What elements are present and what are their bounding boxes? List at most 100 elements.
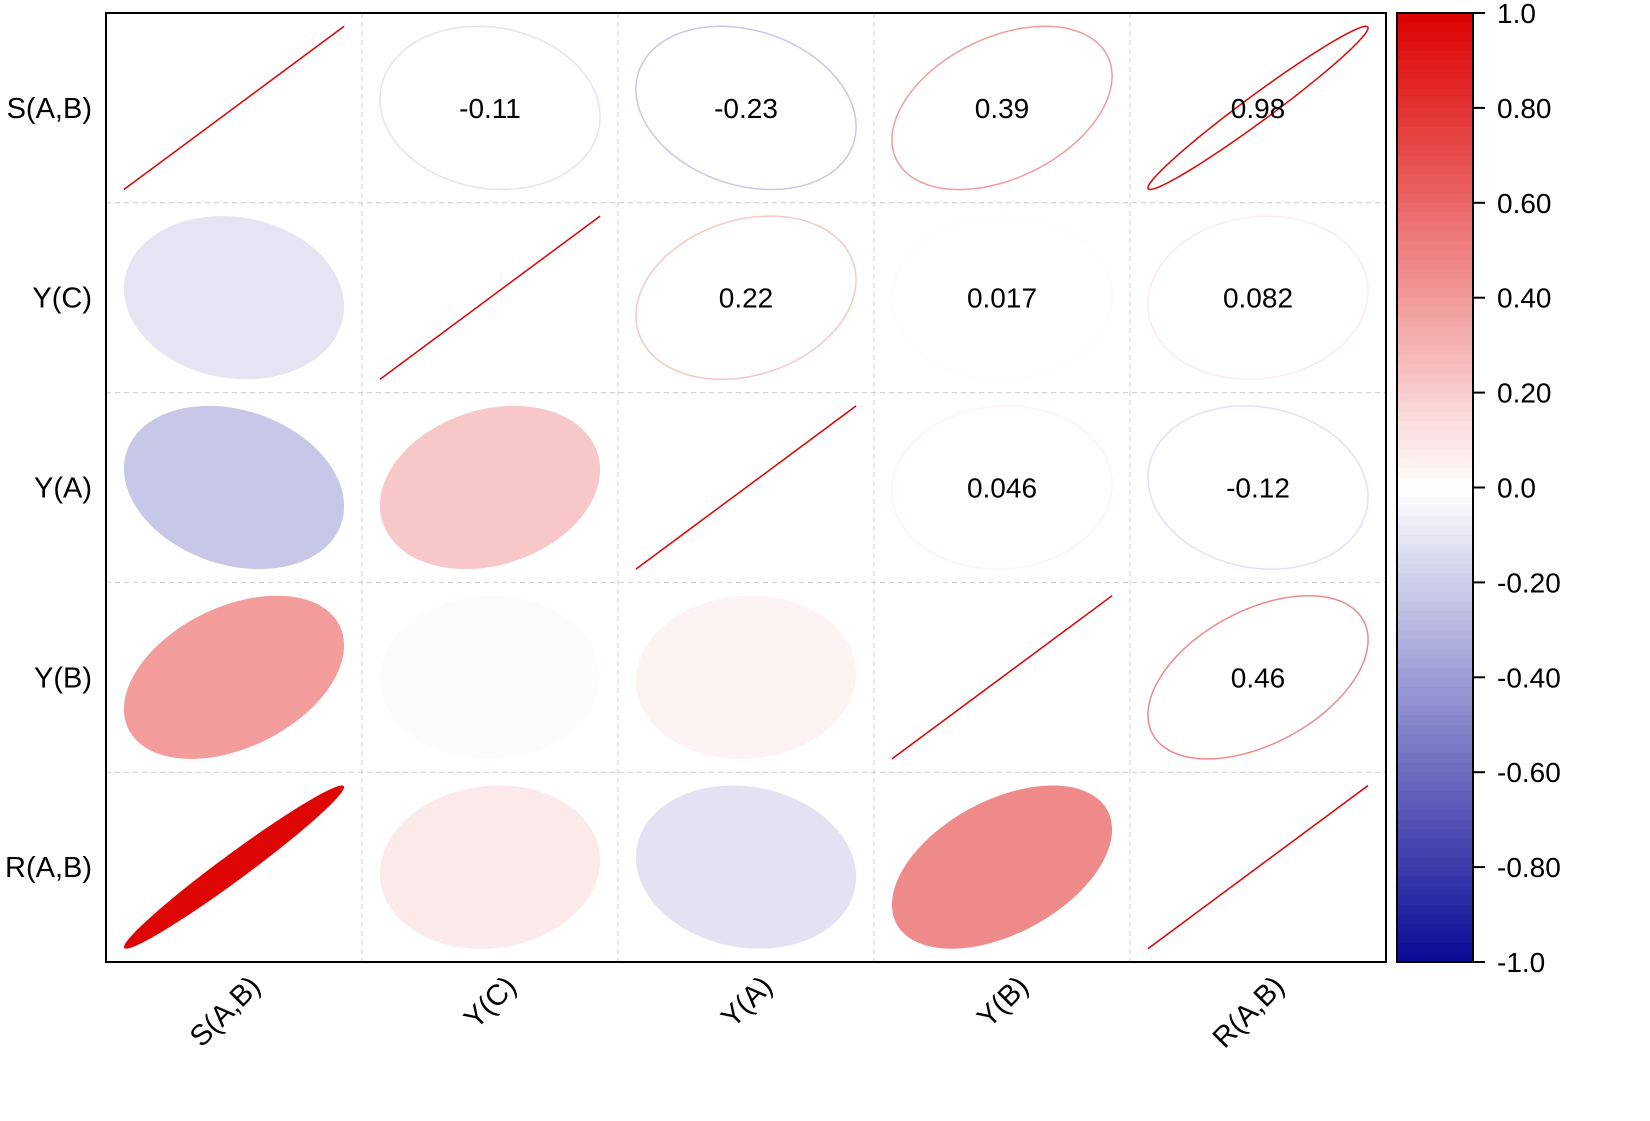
colorbar-tick-label: 1.0 bbox=[1497, 0, 1536, 29]
row-label: Y(C) bbox=[32, 283, 92, 315]
colorbar-segment bbox=[1397, 781, 1473, 792]
correlation-ellipse-outline bbox=[379, 25, 601, 191]
correlation-value-label: 0.046 bbox=[967, 473, 1037, 504]
row-label: R(A,B) bbox=[5, 852, 92, 884]
diagonal-line bbox=[635, 405, 857, 570]
colorbar-segment bbox=[1397, 791, 1473, 802]
colorbar-segment bbox=[1397, 800, 1473, 811]
colorbar-segment bbox=[1397, 696, 1473, 707]
grid-lines bbox=[106, 13, 1386, 962]
correlation-ellipse-outline bbox=[1147, 25, 1369, 191]
colorbar-segment bbox=[1397, 468, 1473, 479]
colorbar-segment bbox=[1397, 98, 1473, 109]
correlation-ellipse-outline bbox=[891, 215, 1113, 381]
colorbar-segment bbox=[1397, 259, 1473, 270]
correlation-ellipse-outline bbox=[635, 25, 857, 191]
colorbar-segment bbox=[1397, 430, 1473, 441]
colorbar-segment bbox=[1397, 459, 1473, 470]
colorbar-segment bbox=[1397, 591, 1473, 602]
correlation-value-label: 0.017 bbox=[967, 283, 1037, 314]
colorbar-segment bbox=[1397, 50, 1473, 62]
correlation-ellipse-filled bbox=[123, 216, 345, 380]
colorbar-segment bbox=[1397, 601, 1473, 612]
colorbar-segment bbox=[1397, 212, 1473, 223]
colorbar-segment bbox=[1397, 515, 1473, 527]
colorbar-tick-label: -0.40 bbox=[1497, 662, 1561, 693]
diagonal-line bbox=[123, 25, 345, 191]
correlation-value-label: 0.082 bbox=[1223, 283, 1293, 314]
colorbar-segment bbox=[1397, 174, 1473, 185]
colorbar-segment bbox=[1397, 69, 1473, 81]
correlation-value-label: 0.22 bbox=[719, 283, 774, 314]
column-label: S(A,B) bbox=[184, 970, 267, 1053]
colorbar-segment bbox=[1397, 221, 1473, 232]
colorbar-segment bbox=[1397, 705, 1473, 716]
colorbar-tick-label: 0.80 bbox=[1497, 93, 1552, 124]
correlation-value-label: 0.46 bbox=[1231, 662, 1286, 693]
colorbar-segment bbox=[1397, 620, 1473, 631]
colorbar-tick-label: 0.0 bbox=[1497, 473, 1536, 504]
correlation-ellipse-filled bbox=[635, 785, 857, 949]
colorbar-segment bbox=[1397, 506, 1473, 517]
colorbar-segment bbox=[1397, 610, 1473, 621]
colorbar-segment bbox=[1397, 231, 1473, 242]
diagonal-line bbox=[379, 215, 601, 380]
colorbar-segment bbox=[1397, 848, 1473, 859]
colorbar-segment bbox=[1397, 383, 1473, 394]
colorbar-segment bbox=[1397, 240, 1473, 251]
colorbar-segment bbox=[1397, 202, 1473, 213]
colorbar-segment bbox=[1397, 943, 1473, 954]
colorbar-segment bbox=[1397, 421, 1473, 432]
colorbar-segment bbox=[1397, 487, 1473, 498]
correlation-ellipse-outline bbox=[635, 215, 857, 381]
correlation-ellipse-filled bbox=[379, 785, 601, 949]
row-label: Y(A) bbox=[34, 473, 92, 505]
colorbar-segment bbox=[1397, 22, 1473, 33]
plot-frame bbox=[105, 12, 1387, 963]
correlation-ellipse-outline bbox=[1147, 405, 1369, 570]
colorbar-segment bbox=[1397, 734, 1473, 745]
colorbar-segment bbox=[1397, 164, 1473, 175]
colorbar-segment bbox=[1397, 563, 1473, 574]
colorbar-segment bbox=[1397, 402, 1473, 413]
colorbar-segment bbox=[1397, 743, 1473, 754]
correlation-ellipse-outline bbox=[1147, 594, 1369, 760]
colorbar-segment bbox=[1397, 677, 1473, 688]
correlation-ellipse-filled bbox=[891, 785, 1113, 949]
colorbar-segment bbox=[1397, 667, 1473, 678]
colorbar-segment bbox=[1397, 183, 1473, 194]
colorbar-segment bbox=[1397, 354, 1473, 365]
colorbar-tick-label: -0.20 bbox=[1497, 567, 1561, 598]
colorbar-segment bbox=[1397, 126, 1473, 137]
colorbar-segment bbox=[1397, 582, 1473, 593]
colorbar-segment bbox=[1397, 629, 1473, 640]
correlation-value-label: 0.98 bbox=[1231, 93, 1286, 124]
row-label: S(A,B) bbox=[7, 93, 92, 125]
colorbar-segment bbox=[1397, 117, 1473, 128]
colorbar-segment bbox=[1397, 288, 1473, 299]
column-label: Y(B) bbox=[971, 970, 1035, 1034]
correlation-value-label: -0.23 bbox=[714, 93, 778, 124]
colorbar-segment bbox=[1397, 525, 1473, 536]
correlation-ellipse-outline bbox=[891, 405, 1113, 570]
colorbar-segment bbox=[1397, 886, 1473, 897]
colorbar-segment bbox=[1397, 107, 1473, 118]
correlation-value-label: -0.11 bbox=[459, 93, 521, 124]
colorbar-segment bbox=[1397, 639, 1473, 650]
correlation-ellipse-filled bbox=[379, 595, 601, 759]
colorbar-segment bbox=[1397, 753, 1473, 764]
colorbar-segment bbox=[1397, 819, 1473, 830]
colorbar-segment bbox=[1397, 41, 1473, 52]
column-label: Y(C) bbox=[458, 970, 523, 1035]
correlation-ellipse-filled bbox=[379, 405, 601, 570]
colorbar-segment bbox=[1397, 496, 1473, 508]
correlation-ellipse-filled bbox=[635, 595, 857, 759]
colorbar-tick-label: -0.60 bbox=[1497, 757, 1561, 788]
colorbar-segment bbox=[1397, 686, 1473, 697]
colorbar-segment bbox=[1397, 373, 1473, 384]
colorbar-segment bbox=[1397, 724, 1473, 735]
colorbar-segment bbox=[1397, 648, 1473, 659]
colorbar-segment bbox=[1397, 876, 1473, 887]
colorbar-tick-label: 0.40 bbox=[1497, 283, 1552, 314]
